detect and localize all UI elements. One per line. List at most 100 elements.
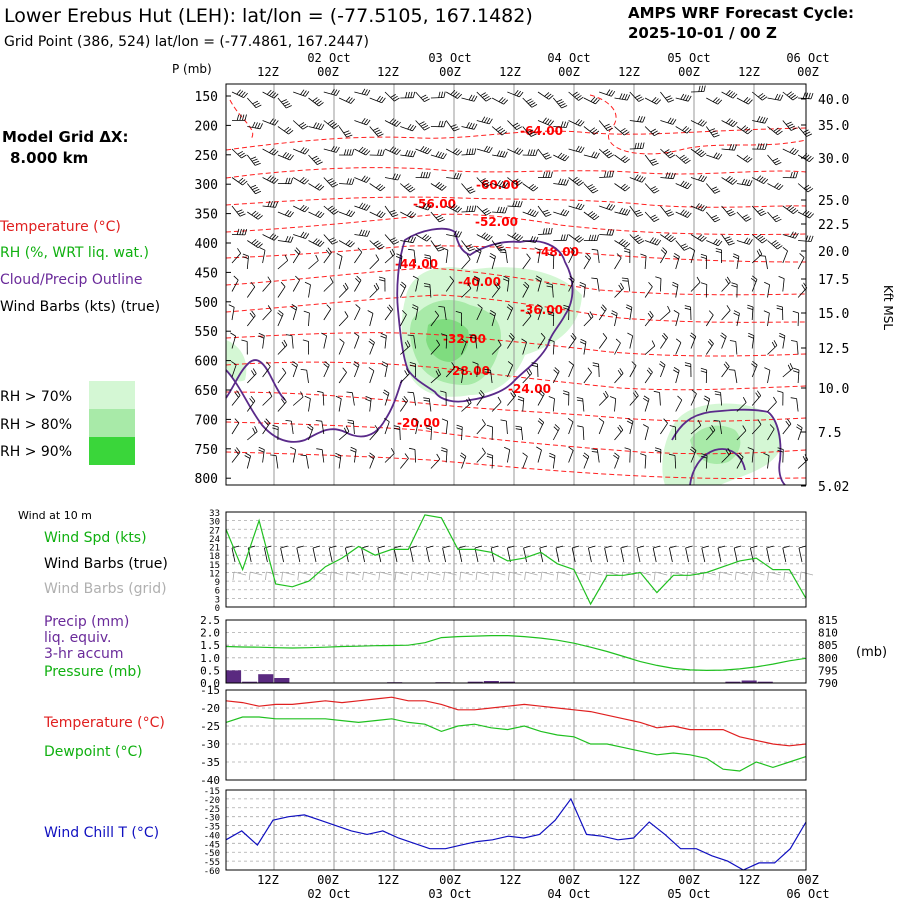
wind-barb-true bbox=[409, 547, 414, 563]
wind-barb bbox=[277, 154, 291, 161]
wind-barb bbox=[614, 429, 624, 441]
wind-barb-flag bbox=[366, 89, 371, 96]
rh-area-90-central bbox=[426, 318, 469, 362]
height-tick-label: 17.5 bbox=[818, 273, 849, 288]
wind-barb bbox=[644, 97, 657, 105]
wind-barb bbox=[537, 120, 551, 126]
wind-barb bbox=[767, 284, 770, 298]
wind-barb-flag bbox=[475, 249, 481, 254]
wind-barb-flag bbox=[634, 209, 641, 213]
wind-barb-flag bbox=[345, 425, 350, 432]
wind-barb-flag bbox=[575, 202, 580, 209]
wind-barb-flag bbox=[701, 152, 707, 158]
wind-barb-flag bbox=[667, 172, 671, 179]
wind-barb-true bbox=[766, 547, 770, 563]
temp-tick-label: -40 bbox=[200, 774, 220, 787]
wind-barb-grid-flag bbox=[653, 571, 656, 581]
wind-barb-flag bbox=[563, 390, 570, 393]
wind-barb bbox=[705, 284, 708, 298]
wind-barb-flag bbox=[440, 333, 447, 336]
wind-barb-flag bbox=[640, 453, 647, 456]
wind-barb bbox=[705, 429, 716, 441]
wind-barb-flag bbox=[483, 181, 490, 186]
wind-barb bbox=[751, 395, 762, 406]
wind-barb-flag bbox=[654, 447, 662, 450]
bottom-hour-tick: 12Z bbox=[257, 873, 279, 887]
wind-barb-flag bbox=[407, 391, 414, 394]
wind-barb-flag bbox=[317, 211, 323, 217]
wind-barb-flag bbox=[604, 390, 609, 397]
wind-barb-flag bbox=[712, 188, 719, 192]
wind-barb bbox=[751, 279, 758, 292]
wind-barb bbox=[323, 335, 327, 349]
wind-barb-flag bbox=[391, 147, 397, 153]
wind-barb-flag bbox=[648, 281, 653, 287]
wind-barb bbox=[384, 91, 395, 102]
wind-barb-flag bbox=[290, 177, 293, 184]
wind-barb-flag bbox=[708, 310, 714, 316]
wind-barb-flag bbox=[732, 255, 739, 260]
precip-legend-1: Precip (mm) bbox=[44, 614, 129, 630]
wind-barb-flag bbox=[271, 119, 277, 125]
precip-bar bbox=[499, 681, 515, 683]
bottom-hour-tick: 12Z bbox=[618, 873, 640, 887]
wind-barb-flag bbox=[758, 210, 765, 215]
wind-barb-flag bbox=[603, 392, 607, 399]
wind-barb-flag bbox=[331, 208, 337, 214]
wind-barb-true-flag bbox=[523, 545, 531, 549]
wind-barb-flag bbox=[498, 246, 504, 250]
wind-barb bbox=[231, 422, 240, 435]
wind-barb bbox=[522, 211, 536, 217]
wind-barb-flag bbox=[615, 338, 621, 344]
wind-barb-flag bbox=[424, 98, 430, 102]
wind-barb-flag bbox=[503, 182, 509, 189]
wind-barb-flag bbox=[290, 306, 297, 311]
wind-barb-grid bbox=[574, 571, 587, 576]
wind-barb-flag bbox=[614, 452, 620, 457]
wind-barb-flag bbox=[468, 397, 472, 403]
wind-barb-flag bbox=[237, 248, 242, 254]
wind-barb-true bbox=[312, 547, 317, 563]
wind-barb-flag bbox=[608, 204, 613, 210]
wind-barb-flag bbox=[557, 152, 563, 158]
wind-barb-true-flag bbox=[507, 545, 515, 549]
wind-barb-true bbox=[685, 547, 689, 563]
wind-barb bbox=[246, 286, 256, 298]
wind-barb-flag bbox=[422, 234, 427, 239]
wind-barb-flag bbox=[759, 116, 763, 123]
bottom-hour-tick: 00Z bbox=[558, 873, 580, 887]
wind-barb bbox=[614, 183, 626, 192]
top-hour-tick: 12Z bbox=[738, 65, 760, 79]
wind-barb-flag bbox=[466, 399, 470, 405]
wind-barb-flag bbox=[761, 239, 768, 244]
wind-barb-true bbox=[798, 547, 803, 563]
wind-barb-flag bbox=[335, 90, 340, 96]
chill-tick-label: -45 bbox=[204, 840, 220, 850]
wind-barb-flag bbox=[375, 282, 380, 289]
wind-barb-flag bbox=[665, 150, 672, 155]
wind-barb-flag bbox=[606, 89, 611, 95]
wind-barb-flag bbox=[728, 211, 734, 215]
wind-barb bbox=[262, 396, 273, 406]
temp-axis: -15-20-25-30-35-40 bbox=[200, 684, 220, 787]
wind-barb-flag bbox=[253, 188, 260, 192]
wind-barb-flag bbox=[711, 186, 717, 190]
wind-barb-flag bbox=[668, 236, 674, 241]
wind-barb bbox=[583, 97, 596, 105]
wind-barb-flag bbox=[651, 97, 657, 102]
wind-barb-grid-flag bbox=[783, 571, 786, 581]
wind-barb-flag bbox=[344, 311, 349, 317]
wind-barb-flag bbox=[702, 121, 707, 127]
wind-barb-flag bbox=[377, 149, 380, 156]
wind-barb bbox=[629, 177, 643, 183]
wind-barb-flag bbox=[355, 304, 361, 309]
wind-barb bbox=[751, 306, 754, 321]
wind-barb-flag bbox=[580, 204, 585, 211]
wind-barb-flag bbox=[609, 229, 612, 236]
wind-barb-flag bbox=[686, 128, 692, 134]
wind-barb-flag bbox=[514, 124, 521, 129]
wind-barb-grid bbox=[784, 571, 797, 576]
wind-barb-grid bbox=[298, 571, 311, 576]
wind-barb-flag bbox=[727, 447, 732, 454]
wind-barb-flag bbox=[535, 236, 539, 243]
